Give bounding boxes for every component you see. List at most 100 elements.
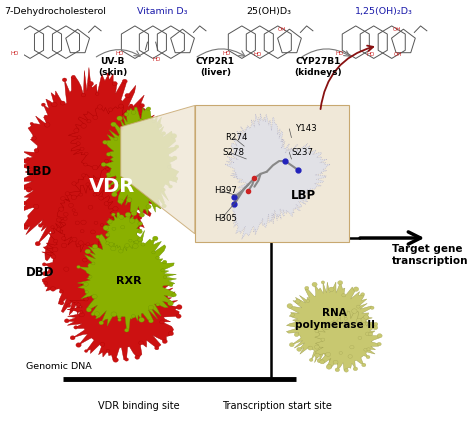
Ellipse shape — [137, 238, 143, 242]
Ellipse shape — [132, 149, 137, 154]
Text: HO: HO — [222, 51, 230, 56]
Ellipse shape — [56, 218, 61, 222]
Ellipse shape — [108, 108, 113, 112]
Ellipse shape — [106, 233, 110, 237]
Ellipse shape — [344, 369, 348, 372]
Ellipse shape — [86, 183, 90, 186]
Ellipse shape — [167, 165, 171, 169]
Ellipse shape — [33, 204, 39, 209]
Ellipse shape — [50, 287, 55, 291]
Ellipse shape — [350, 345, 354, 349]
Ellipse shape — [146, 205, 151, 209]
Ellipse shape — [52, 102, 57, 107]
Text: S237: S237 — [292, 148, 313, 157]
Ellipse shape — [364, 315, 369, 319]
Ellipse shape — [333, 360, 338, 364]
Ellipse shape — [99, 242, 103, 245]
Ellipse shape — [82, 258, 87, 262]
Ellipse shape — [377, 342, 381, 346]
Ellipse shape — [86, 243, 90, 246]
Ellipse shape — [114, 178, 118, 181]
Ellipse shape — [112, 227, 116, 230]
Ellipse shape — [82, 94, 86, 97]
Ellipse shape — [132, 256, 137, 260]
Ellipse shape — [352, 309, 357, 314]
Text: Genomic DNA: Genomic DNA — [26, 362, 92, 371]
Ellipse shape — [168, 301, 173, 306]
Ellipse shape — [297, 347, 301, 351]
Ellipse shape — [140, 279, 143, 282]
Ellipse shape — [120, 226, 125, 229]
Ellipse shape — [43, 271, 48, 276]
Ellipse shape — [123, 235, 127, 238]
Ellipse shape — [62, 78, 67, 82]
Ellipse shape — [103, 140, 107, 144]
Ellipse shape — [321, 338, 325, 341]
Ellipse shape — [70, 336, 75, 340]
Ellipse shape — [337, 319, 341, 322]
Ellipse shape — [114, 236, 119, 241]
Ellipse shape — [118, 215, 124, 219]
Ellipse shape — [312, 282, 317, 287]
Polygon shape — [286, 282, 375, 366]
Ellipse shape — [144, 126, 148, 130]
Ellipse shape — [153, 202, 158, 207]
Ellipse shape — [63, 217, 67, 221]
Ellipse shape — [87, 120, 91, 123]
Ellipse shape — [96, 235, 100, 238]
Ellipse shape — [320, 360, 325, 364]
Ellipse shape — [118, 318, 121, 321]
Text: Target gene
transcription: Target gene transcription — [392, 245, 469, 266]
Text: OH: OH — [278, 27, 287, 32]
Text: HO: HO — [366, 51, 375, 57]
Ellipse shape — [97, 105, 102, 109]
Ellipse shape — [103, 226, 109, 230]
Ellipse shape — [44, 281, 48, 285]
Ellipse shape — [89, 275, 92, 278]
Ellipse shape — [163, 260, 167, 264]
Ellipse shape — [118, 104, 123, 108]
Ellipse shape — [373, 326, 378, 330]
Text: VDR binding site: VDR binding site — [99, 401, 180, 411]
Ellipse shape — [287, 304, 292, 308]
Ellipse shape — [117, 116, 122, 121]
Ellipse shape — [127, 247, 131, 251]
Ellipse shape — [109, 231, 113, 234]
Ellipse shape — [123, 275, 129, 281]
Ellipse shape — [111, 246, 116, 251]
Ellipse shape — [289, 343, 294, 347]
Polygon shape — [42, 207, 135, 320]
Text: RNA
polymerase II: RNA polymerase II — [295, 308, 374, 330]
Ellipse shape — [111, 192, 117, 197]
Text: LBD: LBD — [26, 165, 53, 178]
Ellipse shape — [86, 308, 91, 312]
Ellipse shape — [61, 196, 65, 200]
Ellipse shape — [44, 246, 47, 249]
Ellipse shape — [94, 221, 98, 224]
Ellipse shape — [92, 294, 97, 299]
Text: Transcription start site: Transcription start site — [222, 401, 332, 411]
Ellipse shape — [107, 73, 110, 76]
Ellipse shape — [104, 159, 109, 163]
Polygon shape — [67, 266, 179, 360]
Ellipse shape — [124, 221, 129, 224]
Ellipse shape — [76, 343, 81, 347]
Ellipse shape — [51, 253, 54, 256]
Polygon shape — [104, 212, 142, 251]
Ellipse shape — [133, 244, 138, 248]
Ellipse shape — [125, 94, 130, 98]
Ellipse shape — [84, 350, 88, 352]
Ellipse shape — [176, 305, 182, 309]
Ellipse shape — [88, 82, 93, 86]
Ellipse shape — [315, 329, 319, 332]
Ellipse shape — [74, 129, 79, 133]
Ellipse shape — [100, 342, 105, 347]
FancyBboxPatch shape — [195, 106, 349, 242]
Ellipse shape — [125, 358, 128, 361]
Ellipse shape — [173, 177, 178, 181]
Ellipse shape — [162, 132, 166, 135]
Ellipse shape — [294, 333, 299, 337]
Polygon shape — [15, 67, 161, 272]
Ellipse shape — [53, 247, 58, 252]
Ellipse shape — [139, 317, 145, 322]
